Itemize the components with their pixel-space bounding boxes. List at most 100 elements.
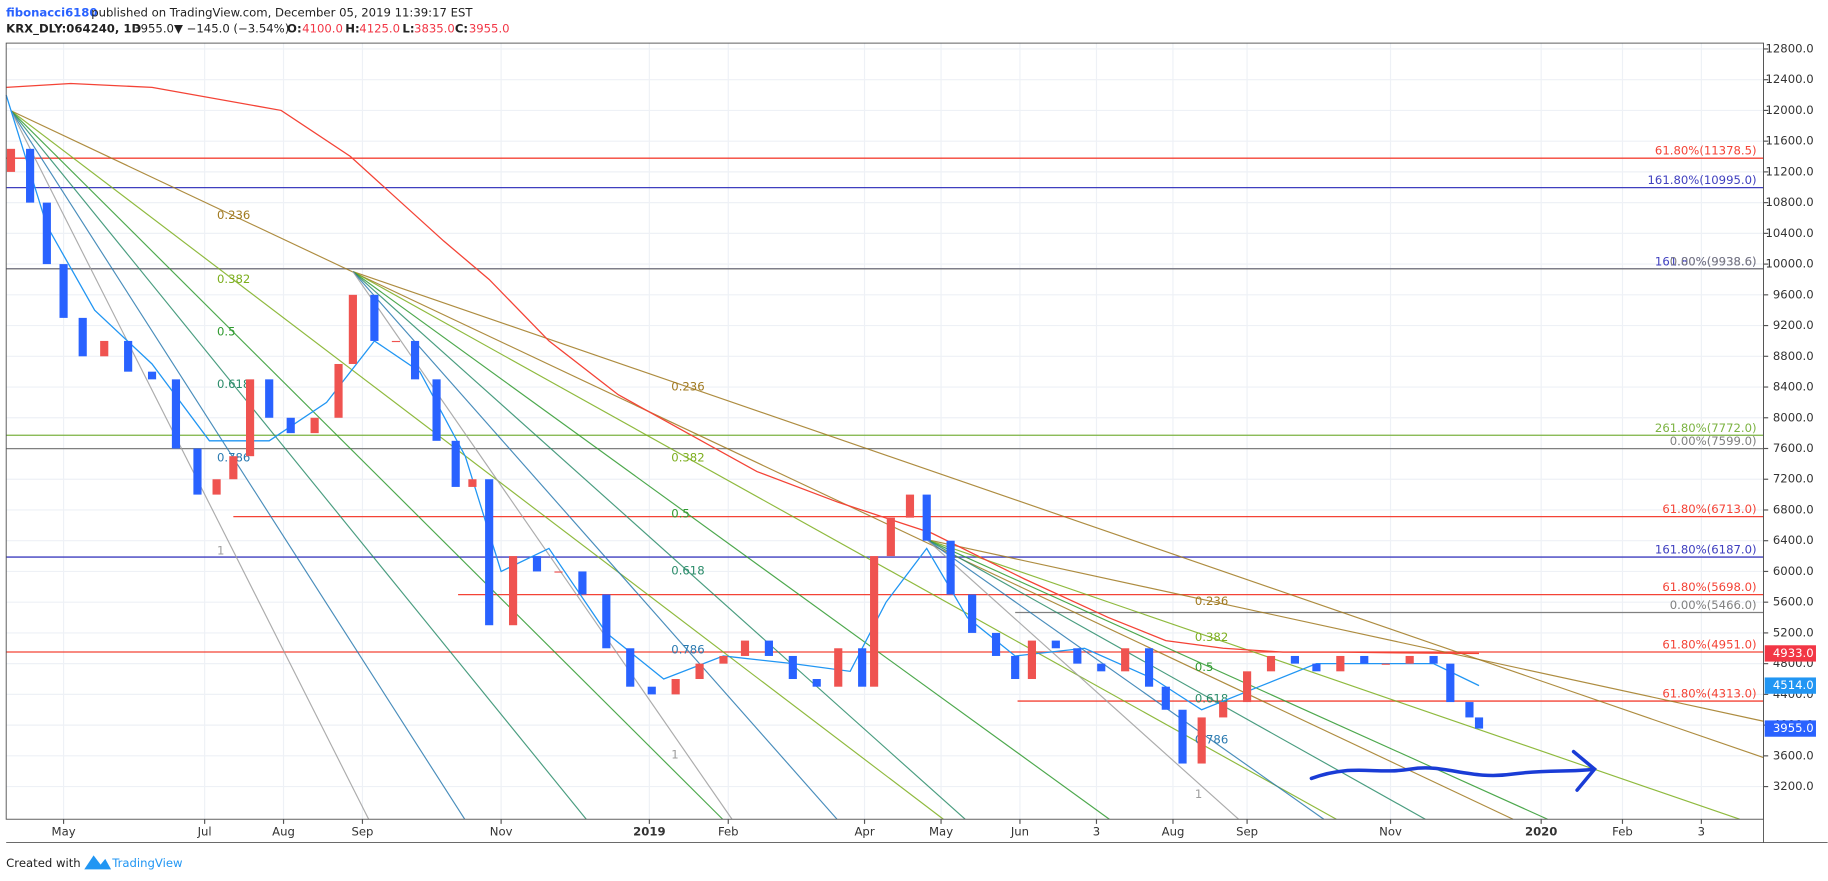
fib-level-label: 0.00%(5466.0) [1670,598,1757,612]
y-tick-label: 10400.0 [1766,226,1814,240]
candle-body [1429,655,1438,664]
fan-line [926,538,1764,722]
brand-logo [84,855,112,870]
y-tick-label: 8000.0 [1773,410,1814,424]
fan-label: 1 [1195,787,1202,801]
footer-brand[interactable]: TradingView [111,856,183,870]
fan-label: 1 [671,748,678,762]
candle-body [870,556,879,687]
price-tag [1764,677,1816,694]
fan-label: 0.5 [1195,660,1214,674]
fib-level-label: 61.80%(5698.0) [1662,580,1756,594]
candle-body [100,340,109,357]
fan-label: 0.382 [217,272,250,286]
fib-level-label: 0.00%(7599.0) [1670,434,1757,448]
candle-body [6,148,16,172]
fan-label: 0.236 [671,379,704,393]
candle-body [229,456,238,480]
candle-body [391,340,400,343]
last: 3955.0 [133,22,174,36]
fib-level-label: 161.80%(9938.6) [1655,254,1757,268]
y-tick-label: 12400.0 [1766,72,1814,86]
y-tick-label: 7200.0 [1773,472,1814,486]
x-tick-label: May [929,825,953,839]
candle-body [334,363,343,418]
fan-line [352,270,1764,759]
candle-body [26,148,35,203]
y-tick-label: 10000.0 [1766,257,1814,271]
published: published on TradingView.com, December 0… [91,5,473,19]
candle-body [647,686,656,695]
fan-label: 0.5 [217,325,236,339]
price-tag-label: 4514.0 [1773,678,1814,692]
y-tick-label: 5200.0 [1773,625,1814,639]
candle-body [485,479,494,626]
symbol: KRX_DLY:064240, 1D [6,22,141,37]
x-tick-label: Nov [1379,825,1402,839]
candle-body [1381,663,1390,665]
candle-body [1446,663,1455,703]
candle-body [1243,671,1252,703]
candle-body [147,371,157,380]
candle-body [671,679,680,695]
x-tick-label: Sep [1236,825,1258,839]
fib-level-label: 61.80%(4951.0) [1662,638,1756,652]
y-tick-label: 11600.0 [1766,134,1814,148]
y-tick-label: 6400.0 [1773,533,1814,547]
fan-line [352,271,1337,820]
x-tick-label: Jun [1010,825,1029,839]
price-tag-label: 4933.0 [1773,646,1814,660]
fib-level-label: 0.00%(9938.6) [1670,254,1757,268]
author[interactable]: fibonacci6180 [6,5,97,19]
candle-body [719,655,728,664]
candle-body [1097,663,1106,672]
candle-body [348,294,357,364]
o-label: O: [287,22,302,36]
moving-average [6,82,1480,655]
candle-body [42,202,51,265]
fan-line [926,539,1325,820]
fan-label: 0.618 [217,377,250,391]
fan-line [10,110,1514,820]
candle-body [1266,655,1276,672]
candle-body [532,556,542,572]
candle-body [1336,655,1345,672]
candle-body [310,417,319,434]
candle-body [788,655,797,680]
candle-body [410,340,420,380]
fan-line [352,271,838,820]
fib-level-label: 161.80%(6187.0) [1655,543,1757,557]
h-label: H: [345,22,359,36]
candle-body [578,571,587,595]
candle-body [1360,655,1369,664]
x-tick-label: 3 [1093,825,1100,839]
candle-body [1011,655,1020,680]
fan-label: 0.236 [1195,594,1228,608]
plot-area: 61.80%(11378.5) 161.80%(10995.0) 161.80%(9… [5,43,1769,820]
x-tick-label: May [52,825,76,839]
fan-label: 0.382 [671,450,704,464]
candle-body [245,379,255,457]
candle-body [468,479,477,487]
x-tick-label: Aug [1162,825,1185,839]
y-tick-label: 9600.0 [1773,287,1814,301]
fan-line [10,110,587,820]
candle-body [1144,648,1154,687]
c: 3955.0 [469,22,510,36]
candle-body [1027,640,1036,680]
fan-line [10,110,724,820]
y-tick-label: 8800.0 [1773,349,1814,363]
y-tick-label: 10800.0 [1766,195,1814,209]
x-tick-label: Apr [854,825,874,839]
y-tick-label: 7600.0 [1773,441,1814,455]
candle-body [193,448,202,495]
l: 3835.0 [414,22,455,36]
candle-body [78,317,87,357]
candle-body [124,340,133,372]
fan-line [10,110,466,820]
x-tick-label: Feb [1612,825,1633,839]
candle-body [451,440,460,487]
y-tick-label: 11200.0 [1766,164,1814,178]
